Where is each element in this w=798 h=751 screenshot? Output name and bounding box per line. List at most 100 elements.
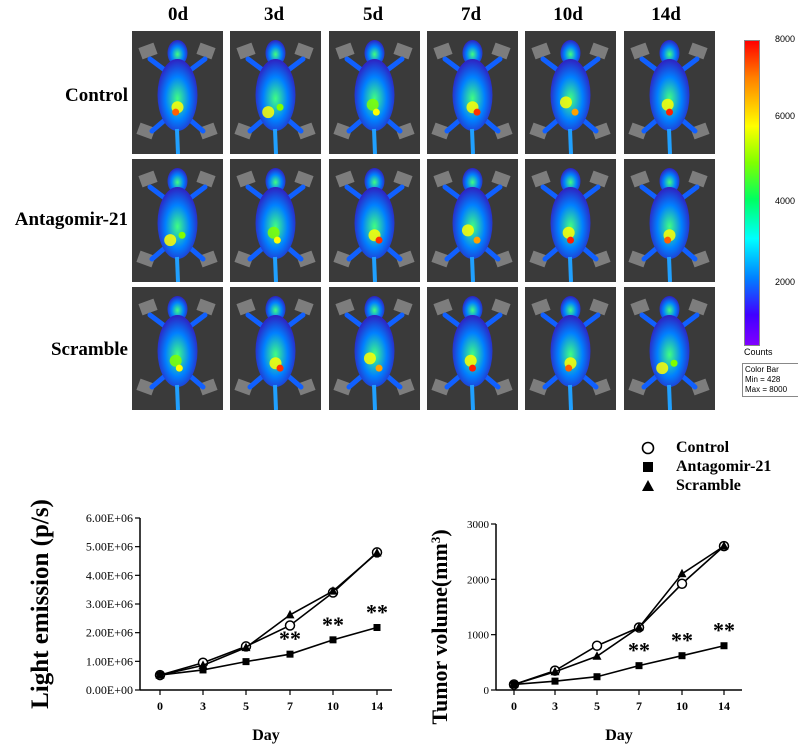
chart-light-emission: 0.00E+00 1.00E+06 2.00E+06 3.00E+06 4.00E+06…: [27, 499, 392, 744]
filled-square-marker-icon: [643, 461, 653, 472]
mouse-image-control-7d: [427, 31, 518, 154]
day-label-3: 3d: [263, 4, 285, 25]
series-line-antagomir-21: [513, 644, 725, 686]
data-point-scramble: [634, 622, 644, 631]
series-line-antagomir-21: [159, 626, 378, 676]
colorbar-counts-label: Counts: [744, 347, 773, 357]
legend-label-scramble: Scramble: [676, 476, 741, 494]
mouse-image-scramble-3d: [230, 287, 321, 410]
color-scale-bar: [744, 40, 760, 346]
significance-annotation: **: [366, 600, 388, 625]
series-line-scramble: [513, 545, 725, 686]
data-point-control: [284, 620, 296, 631]
data-point-scramble: [328, 586, 338, 595]
legend-item-control: Control: [640, 438, 771, 457]
mouse-image-control-3d: [230, 31, 321, 154]
mouse-image-antagomir-21-0d: [132, 159, 223, 282]
x-tick-label: 3: [200, 699, 206, 713]
significance-annotation: **: [628, 638, 650, 663]
y-tick-label: 5.00E+06: [86, 540, 133, 554]
day-label-14: 14d: [651, 4, 681, 25]
x-tick-label: 0: [511, 699, 517, 713]
mouse-image-control-10d: [525, 31, 616, 154]
y-axis-label-end: ): [427, 529, 452, 536]
data-point-control: [591, 640, 603, 651]
data-point-antagomir-21: [199, 666, 207, 674]
group-label-control: Control: [65, 85, 128, 106]
mouse-image-antagomir-21-10d: [525, 159, 616, 282]
mouse-image-scramble-7d: [427, 287, 518, 410]
series-line-control: [513, 545, 725, 686]
mouse-image-scramble-14d: [624, 287, 715, 410]
data-point-antagomir-21: [373, 624, 381, 632]
y-tick-label: 3.00E+06: [86, 597, 133, 611]
mouse-image-control-14d: [624, 31, 715, 154]
y-tick-label: 2000: [467, 574, 490, 586]
mouse-image-control-5d: [329, 31, 420, 154]
day-label-10: 10d: [553, 4, 583, 25]
day-label-7: 7d: [460, 4, 482, 25]
data-point-scramble: [592, 651, 602, 660]
chart-legend: Control Antagomir-21 Scramble: [640, 438, 771, 495]
x-tick-label: 10: [327, 699, 339, 713]
data-point-antagomir-21: [551, 677, 559, 685]
series-line-control: [159, 551, 378, 676]
data-point-scramble: [509, 679, 519, 688]
mouse-image-antagomir-21-14d: [624, 159, 715, 282]
mouse-image-antagomir-21-3d: [230, 159, 321, 282]
x-axis-label: Day: [605, 727, 633, 744]
group-label-scramble: Scramble: [50, 339, 128, 360]
series-line-scramble: [159, 552, 378, 676]
data-point-scramble: [198, 660, 208, 669]
x-tick-label: 7: [636, 699, 642, 713]
y-tick-label: 1000: [467, 630, 490, 642]
mouse-image-antagomir-21-7d: [427, 159, 518, 282]
colorbar-tick-2000: 2000: [774, 277, 795, 287]
y-tick-label: 0: [484, 685, 490, 697]
significance-annotation: **: [322, 612, 344, 637]
colorbar-tick-4000: 4000: [774, 196, 795, 206]
data-point-scramble: [372, 547, 382, 557]
data-point-scramble: [241, 642, 251, 652]
x-tick-label: 3: [552, 699, 558, 713]
data-point-scramble: [550, 666, 560, 676]
data-point-antagomir-21: [720, 642, 728, 650]
data-point-antagomir-21: [286, 650, 294, 658]
y-tick-label: 1.00E+06: [86, 654, 133, 668]
group-label-antagomir: Antagomir-21: [14, 209, 128, 230]
significance-annotation: **: [671, 628, 693, 653]
x-tick-label: 5: [594, 699, 600, 713]
significance-annotation: **: [279, 626, 301, 651]
chart-tumor-volume: 0 1000 2000 3000 0 3 5 7 10 14 Day Tumor volume(mm3…: [427, 519, 742, 744]
legend-label-antagomir: Antagomir-21: [676, 457, 772, 475]
data-point-antagomir-21: [635, 662, 643, 670]
filled-triangle-marker-icon: [642, 479, 654, 491]
mouse-image-scramble-5d: [329, 287, 420, 410]
y-axis-label: Tumor volume(mm3): [427, 529, 452, 724]
data-point-scramble: [677, 568, 687, 578]
mouse-image-control-0d: [132, 31, 223, 154]
x-tick-label: 10: [676, 699, 688, 713]
colorbar-box-max: Max = 8000: [745, 385, 788, 394]
y-tick-label: 4.00E+06: [86, 568, 133, 582]
x-tick-label: 14: [371, 699, 383, 713]
legend-item-scramble: Scramble: [640, 476, 771, 495]
colorbar-tick-6000: 6000: [774, 111, 795, 121]
y-axis-label-superscript: 3: [428, 536, 443, 543]
x-tick-label: 14: [718, 699, 730, 713]
data-point-antagomir-21: [242, 658, 250, 666]
y-tick-label: 6.00E+06: [86, 511, 133, 525]
data-point-antagomir-21: [593, 673, 601, 681]
y-tick-label: 3000: [467, 519, 490, 531]
legend-item-antagomir: Antagomir-21: [640, 457, 771, 476]
data-point-scramble: [719, 541, 729, 550]
colorbar-info-box: Color Bar Min = 428 Max = 8000: [742, 363, 798, 397]
y-tick-label: 0.00E+00: [86, 683, 133, 697]
data-point-antagomir-21: [329, 636, 337, 644]
day-label-0: 0d: [167, 4, 189, 25]
y-tick-label: 2.00E+06: [86, 626, 133, 640]
significance-annotation: **: [713, 618, 735, 643]
colorbar-tick-8000: 8000: [774, 34, 795, 44]
data-point-scramble: [155, 670, 165, 679]
day-label-5: 5d: [362, 4, 384, 25]
